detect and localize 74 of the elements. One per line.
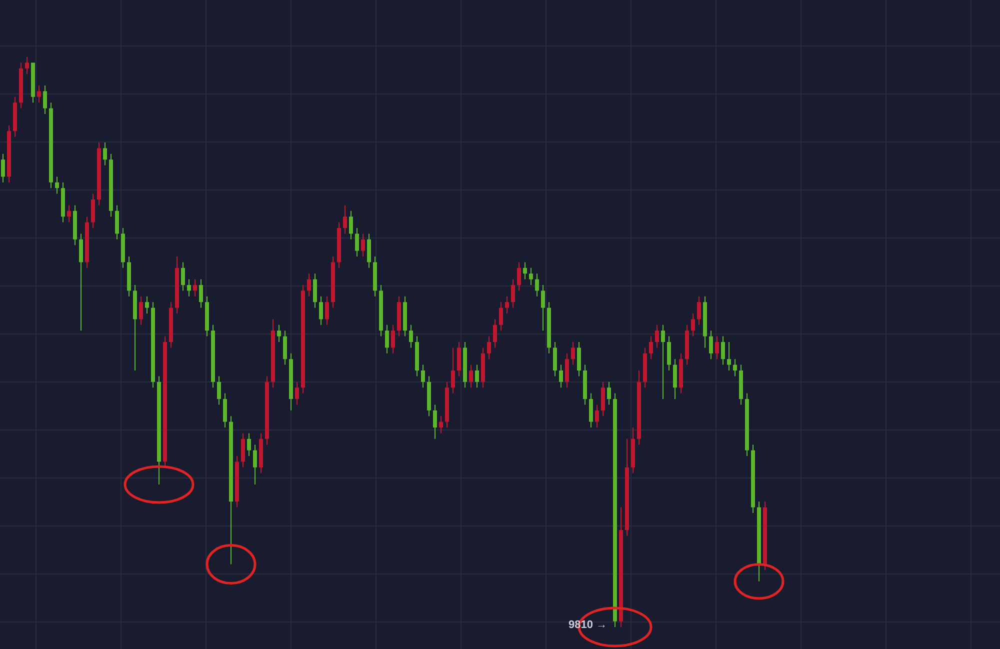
candlestick	[421, 364, 425, 388]
candlestick	[355, 228, 359, 257]
candlestick	[25, 56, 29, 75]
candlestick	[691, 313, 695, 337]
candlestick	[553, 342, 557, 377]
candlestick	[103, 142, 107, 166]
candlestick	[589, 392, 593, 428]
candlestick	[91, 193, 95, 228]
candlestick	[595, 404, 599, 428]
candlestick	[277, 324, 281, 342]
candlestick	[433, 404, 437, 440]
candlestick	[565, 352, 569, 388]
candlestick	[115, 204, 119, 240]
candlestick	[721, 336, 725, 366]
candlestick	[715, 336, 719, 360]
candlestick	[667, 336, 671, 371]
candlestick	[409, 324, 413, 348]
candlestick	[559, 364, 563, 388]
candlestick	[607, 381, 611, 406]
candlestick	[319, 296, 323, 326]
candlestick	[517, 262, 521, 292]
candlestick	[253, 444, 257, 485]
candlestick	[295, 381, 299, 406]
candlestick	[343, 204, 347, 234]
candlestick	[727, 342, 731, 371]
candlestick	[661, 324, 665, 400]
candlestick	[649, 336, 653, 360]
candlestick	[181, 262, 185, 292]
candlestick	[451, 347, 455, 394]
candlestick	[55, 176, 59, 194]
candlestick	[223, 392, 227, 428]
candlestick	[601, 381, 605, 417]
candlestick	[139, 296, 143, 326]
candlestick	[499, 302, 503, 332]
candlestick	[469, 364, 473, 388]
candlestick	[487, 336, 491, 360]
candlestick	[199, 278, 203, 308]
candlestick	[529, 267, 533, 286]
candlestick	[535, 273, 539, 297]
candlestick	[79, 233, 83, 332]
candlestick	[349, 210, 353, 240]
candlestick	[187, 278, 191, 297]
candlestick	[217, 376, 221, 406]
candlestick	[361, 233, 365, 257]
candlestick	[367, 233, 371, 268]
candlestick	[577, 342, 581, 377]
candlestick	[511, 278, 515, 308]
candlestick	[247, 432, 251, 456]
candlestick	[709, 330, 713, 360]
candlestick	[43, 85, 47, 114]
candlestick	[523, 262, 527, 280]
candlestick	[655, 324, 659, 348]
candlestick	[673, 358, 677, 400]
candlestick	[439, 416, 443, 434]
candlestick	[457, 342, 461, 377]
candlestick	[385, 324, 389, 354]
candlestick	[193, 278, 197, 297]
candlestick	[391, 324, 395, 354]
candlestick	[475, 364, 479, 388]
candlestick	[1, 153, 5, 183]
candlestick	[733, 358, 737, 377]
candlestick	[697, 296, 701, 326]
candlestick	[145, 296, 149, 314]
candlestick	[541, 284, 545, 332]
candlestick	[571, 342, 575, 366]
candlestick	[505, 296, 509, 314]
candlestick	[493, 318, 497, 348]
candlestick	[325, 296, 329, 326]
candlestick	[307, 273, 311, 297]
candlestick	[283, 330, 287, 366]
candlestick	[241, 432, 245, 468]
candlestick	[37, 85, 41, 104]
candlestick	[313, 273, 317, 308]
candlestick	[67, 204, 71, 223]
